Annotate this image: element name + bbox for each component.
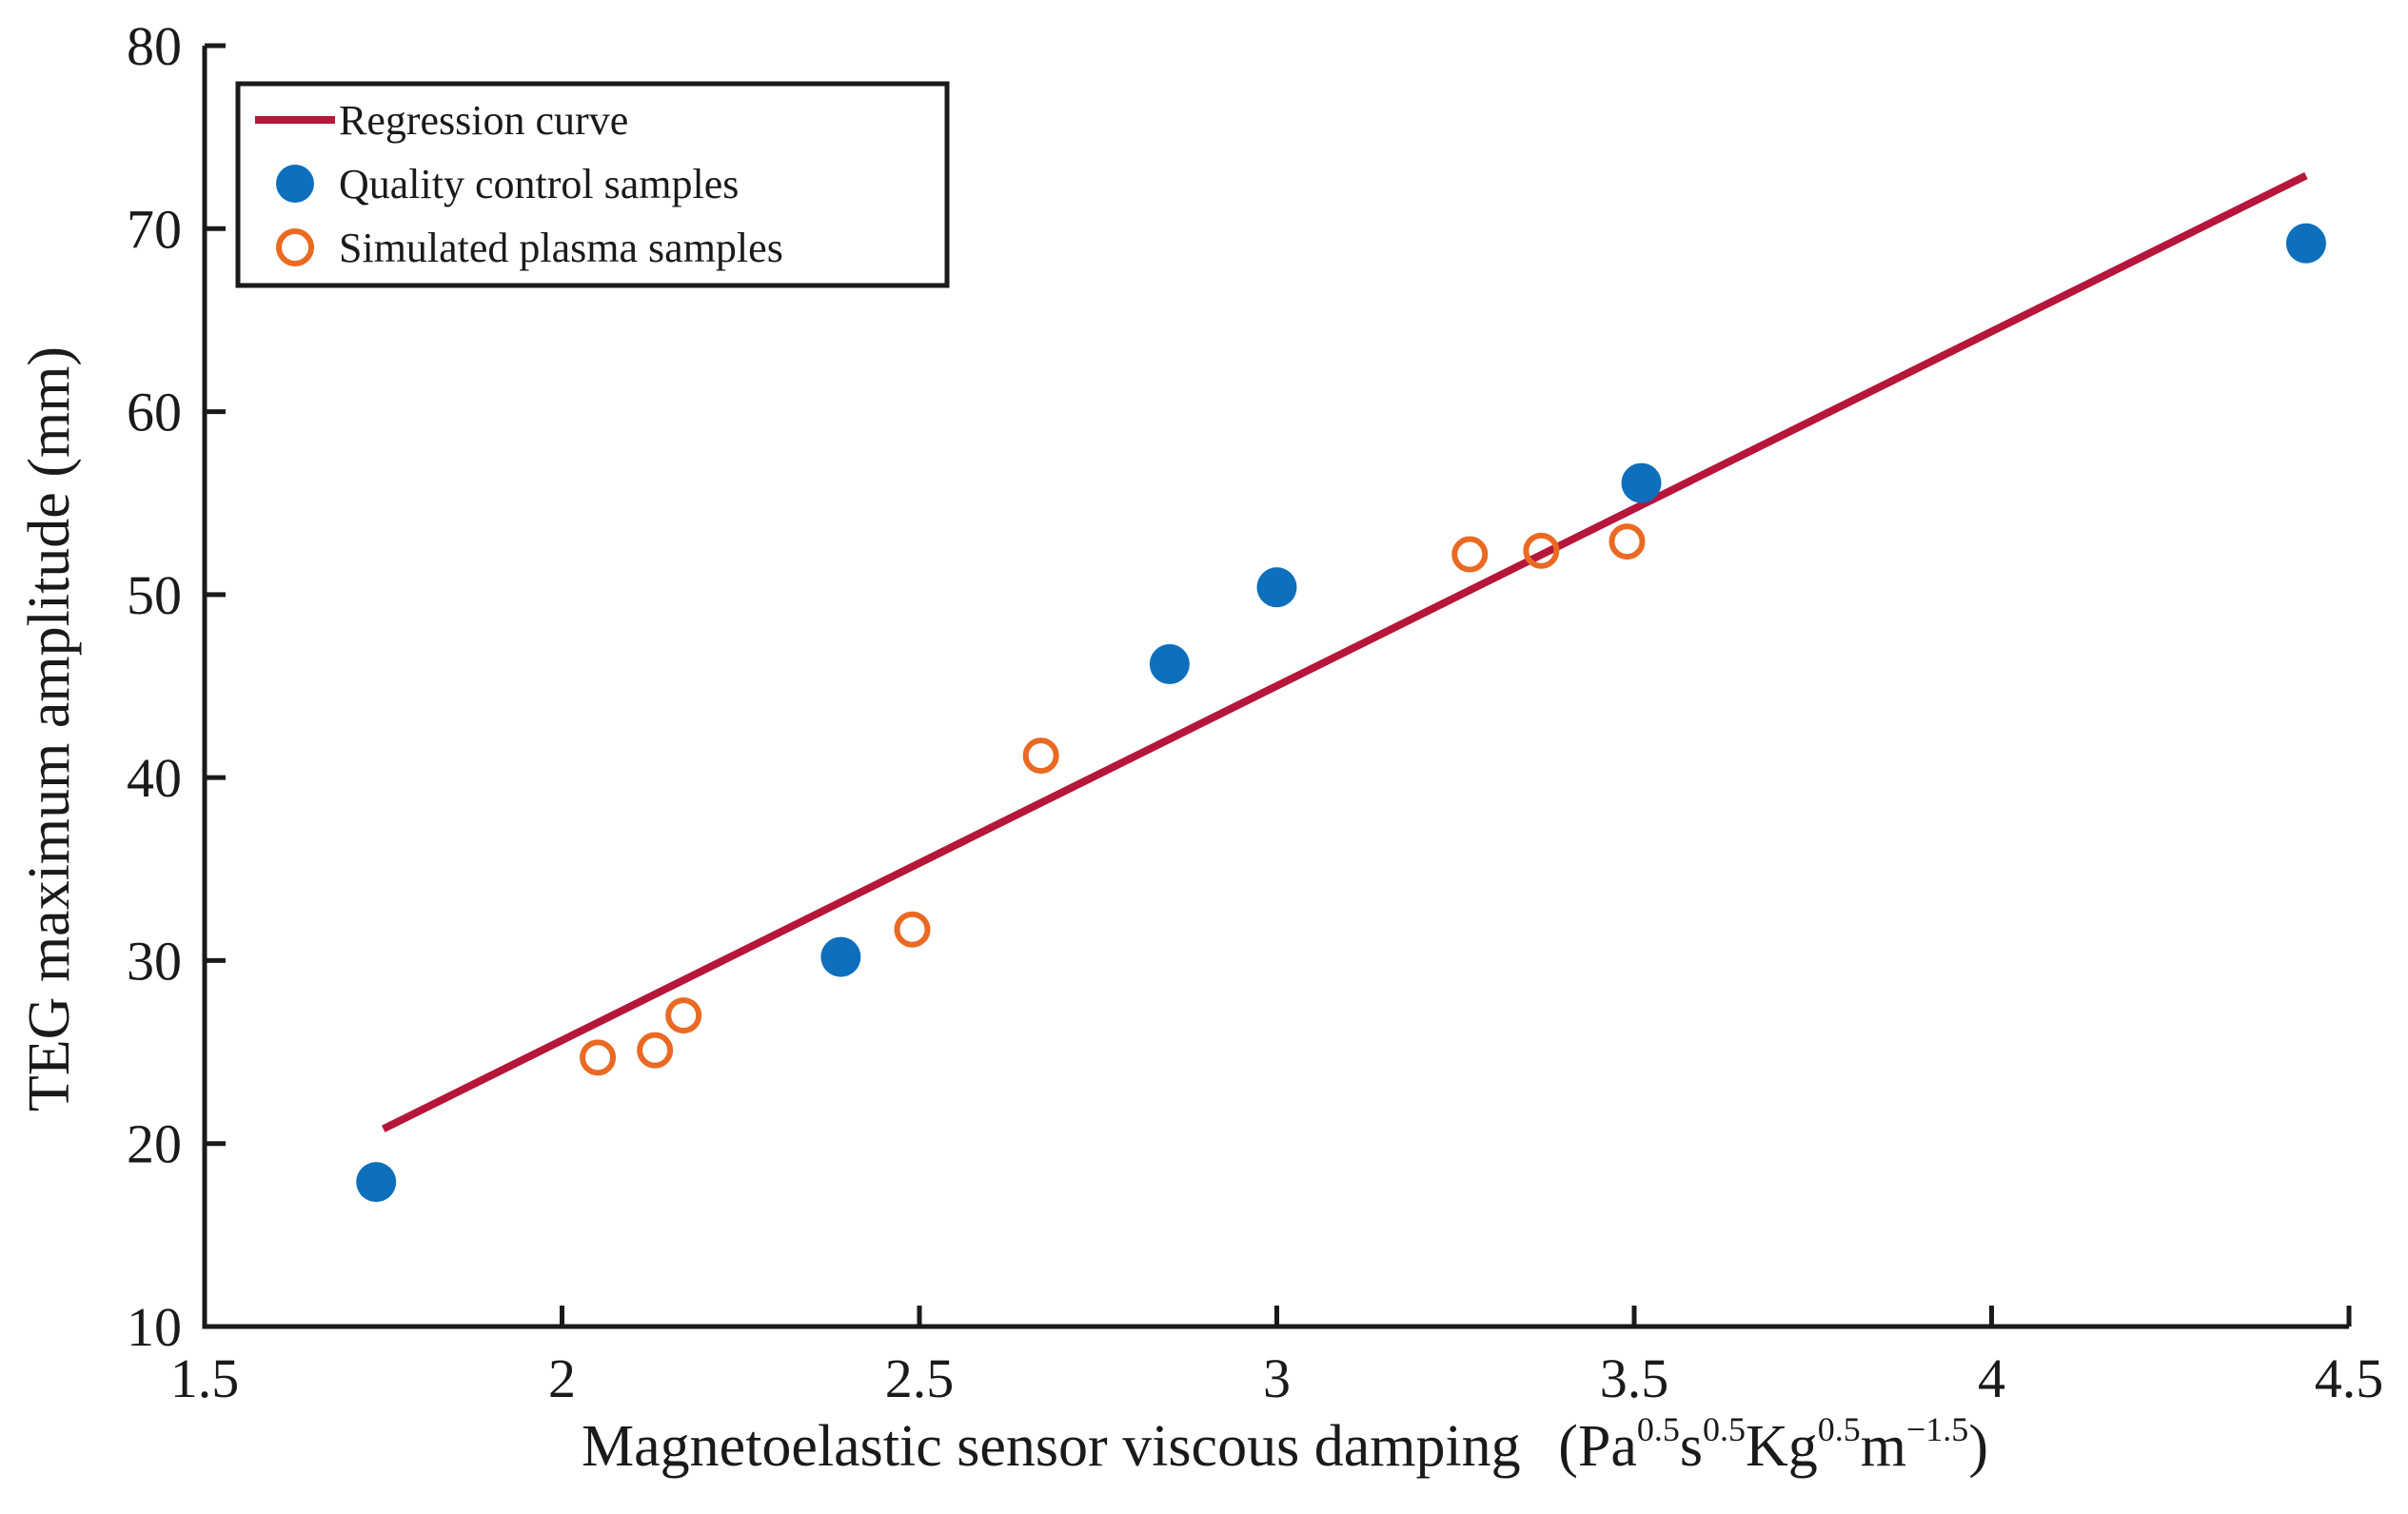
y-axis-title: TEG maximum amplitude (mm) [17,346,82,1111]
y-tick-label: 20 [127,1113,182,1175]
x-tick-label: 1.5 [170,1347,240,1409]
quality-control-point [2285,223,2326,264]
x-axis-unit-m: m [1861,1414,1906,1479]
x-axis-title: Magnetoelastic sensor viscous damping (P… [582,1410,1988,1479]
y-axis-ticks: 10 20 30 40 50 60 70 80 [127,15,226,1358]
legend: Regression curve Quality control samples… [235,81,950,288]
simulated-plasma-point [637,1032,674,1069]
x-tick-label: 2.5 [885,1347,955,1409]
quality-control-point [356,1162,397,1203]
legend-label-quality: Quality control samples [339,161,739,207]
x-tick-label: 3.5 [1600,1347,1669,1409]
x-tick-label: 2 [548,1347,576,1409]
quality-control-point [1256,567,1297,608]
x-axis-unit-open: ( [1558,1414,1578,1479]
x-axis-unit-pa-exp: 0.5 [1637,1410,1680,1448]
quality-control-point [820,936,861,977]
series-layer [356,171,2326,1203]
y-tick-label: 80 [127,15,182,77]
simulated-plasma-point [580,1039,617,1076]
regression-line [381,171,2308,1132]
x-tick-label: 4.5 [2315,1347,2384,1409]
x-tick-label: 3 [1263,1347,1291,1409]
y-tick-label: 40 [127,747,182,809]
legend-label-simulated: Simulated plasma samples [339,225,783,271]
x-tick-label: 4 [1978,1347,2005,1409]
x-axis-unit-close: ) [1968,1414,1988,1479]
simulated-plasma-point [1609,523,1646,560]
x-axis-unit-s: s [1680,1414,1703,1479]
y-tick-label: 70 [127,198,182,260]
simulated-plasma-point [665,997,702,1034]
simulated-plasma-point [894,911,931,948]
y-tick-label: 50 [127,564,182,626]
y-tick-label: 60 [127,382,182,443]
x-axis-title-main: Magnetoelastic sensor viscous damping [582,1414,1521,1479]
x-axis-unit-kg: Kg [1746,1414,1818,1479]
y-tick-label: 30 [127,930,182,992]
legend-box [235,81,950,288]
quality-control-point [1621,462,1662,503]
x-axis-unit-pa: Pa [1578,1414,1637,1479]
x-axis-unit-s-exp: 0.5 [1703,1410,1746,1448]
legend-filled-marker [276,165,314,203]
legend-label-regression: Regression curve [339,97,628,144]
legend-open-marker [276,228,314,266]
x-axis-ticks: 1.5 2 2.5 3 3.5 4 4.5 [170,1306,2384,1409]
x-axis-unit-m-exp: −1.5 [1906,1410,1968,1448]
simulated-plasma-point [1451,536,1489,573]
y-tick-label: 10 [127,1296,182,1358]
simulated-plasma-point [1022,737,1059,775]
simulated-plasma-point [1523,532,1560,569]
quality-control-point [1149,643,1190,684]
x-axis-unit-kg-exp: 0.5 [1818,1410,1861,1448]
